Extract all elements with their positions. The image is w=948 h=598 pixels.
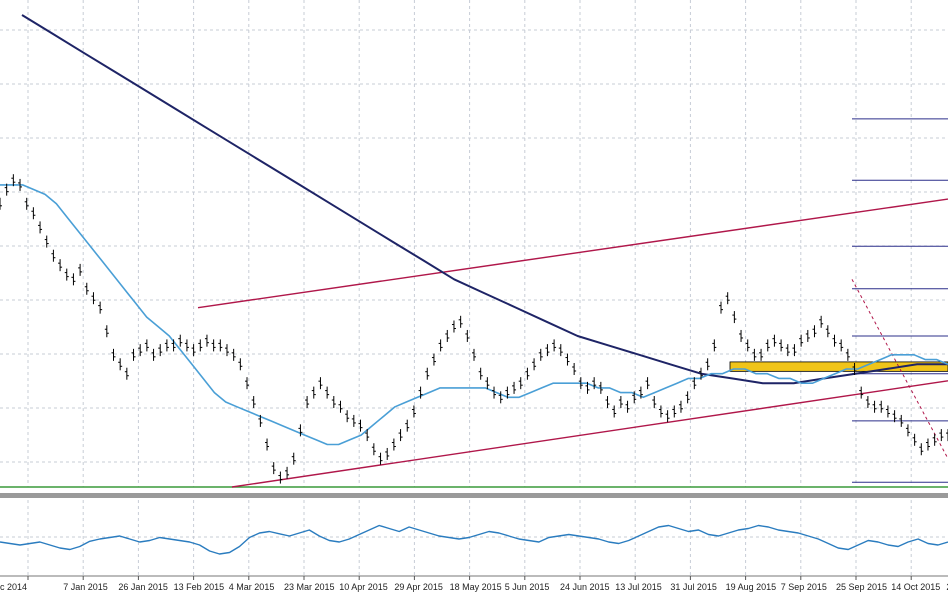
x-tick-label: 25 Sep 2015: [836, 582, 887, 592]
trend-channel: [197, 198, 948, 488]
x-axis-ticks: c 2014 7 Jan 2015 26 Jan 2015 13 Feb 2015 4 …: [0, 576, 948, 592]
horizontal-levels: [0, 118, 948, 488]
support-zone: [729, 361, 948, 372]
x-tick-label: 7 Jan 2015: [63, 582, 108, 592]
x-tick-label: 2 Nov 2015: [946, 582, 948, 592]
ma-fast-path: [0, 184, 948, 446]
x-tick-label: 10 Apr 2015: [339, 582, 388, 592]
x-tick-label: 4 Mar 2015: [229, 582, 275, 592]
x-tick-label: 19 Aug 2015: [726, 582, 777, 592]
fib-diagonal-line: [851, 279, 948, 459]
oscillator-path: [0, 524, 948, 555]
oscillator-panel: [0, 524, 948, 555]
x-tick-label: 26 Jan 2015: [118, 582, 168, 592]
ma-fast-line: [0, 184, 948, 446]
x-tick-label: 13 Feb 2015: [174, 582, 225, 592]
ma-slow-path: [21, 14, 948, 385]
price-line: [0, 174, 948, 484]
x-tick-label: 29 Apr 2015: [394, 582, 443, 592]
x-tick-label: 14 Oct 2015: [891, 582, 940, 592]
x-tick-label: 23 Mar 2015: [284, 582, 335, 592]
x-tick-label: c 2014: [0, 582, 27, 592]
x-tick-label: 18 May 2015: [450, 582, 502, 592]
x-tick-label: 7 Sep 2015: [781, 582, 827, 592]
separator-bar: [0, 493, 948, 498]
panel-separator: [0, 493, 948, 577]
support-zone-rect: [729, 361, 948, 372]
ma-slow-line: [21, 14, 948, 385]
x-tick-label: 5 Jun 2015: [505, 582, 550, 592]
channel-lower-line: [231, 380, 948, 488]
x-tick-label: 24 Jun 2015: [560, 582, 610, 592]
channel-upper-line: [197, 198, 948, 309]
x-tick-label: 13 Jul 2015: [615, 582, 662, 592]
x-tick-label: 31 Jul 2015: [670, 582, 717, 592]
